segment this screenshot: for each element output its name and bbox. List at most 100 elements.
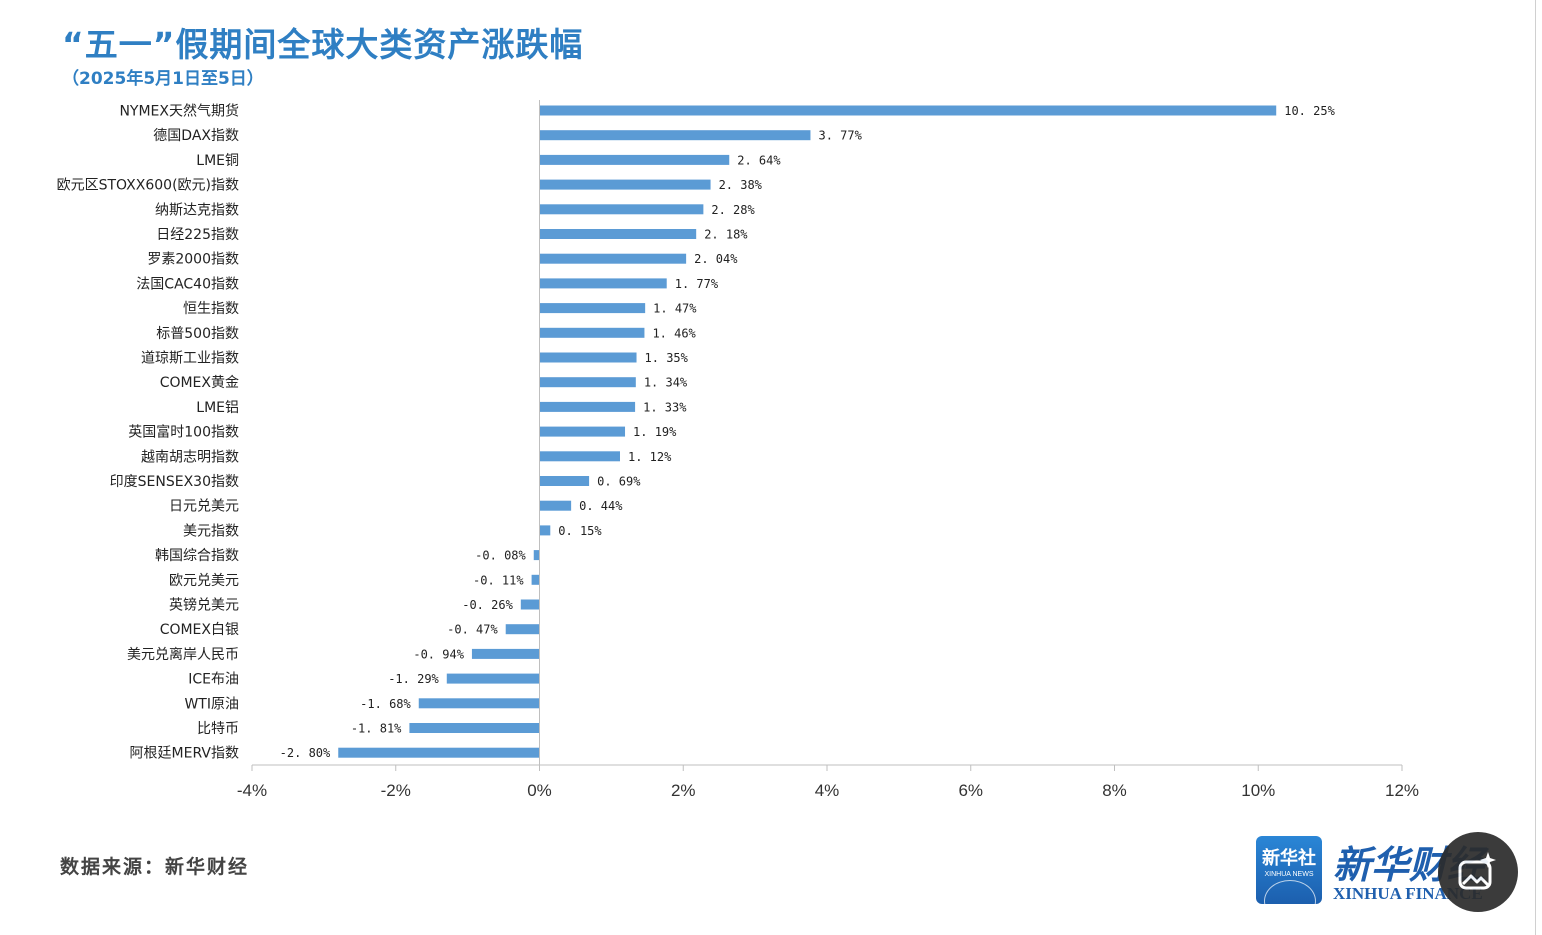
category-label: LME铜: [196, 153, 239, 169]
data-label: 1. 19%: [633, 425, 677, 439]
data-label: -0. 08%: [475, 549, 526, 563]
data-label: -0. 47%: [447, 623, 498, 637]
bar: [505, 624, 540, 635]
bar: [539, 377, 636, 388]
data-label: 3. 77%: [818, 129, 862, 143]
chart-subtitle: （2025年5月1日至5日）: [62, 69, 264, 89]
data-label: 0. 44%: [579, 499, 623, 513]
data-label: 1. 47%: [653, 302, 697, 316]
category-label: WTI原油: [184, 696, 239, 712]
category-label: 法国CAC40指数: [136, 276, 239, 292]
bar: [338, 747, 540, 758]
bars-group: NYMEX天然气期货 10. 25% 德国DAX指数 3. 77% LME铜 2. 64%…: [57, 103, 1336, 762]
image-sparkle-icon[interactable]: [1438, 832, 1518, 912]
x-tick-label: 12%: [1385, 781, 1419, 800]
xinhua-news-logo: 新华社 XINHUA NEWS: [1256, 836, 1322, 904]
category-label: ICE布油: [188, 672, 239, 688]
bar: [471, 648, 540, 659]
data-label: -1. 29%: [388, 672, 439, 686]
data-label: 2. 18%: [704, 228, 748, 242]
bar: [539, 476, 590, 486]
category-label: 欧元区STOXX600(欧元)指数: [57, 178, 239, 194]
bar: [539, 525, 551, 536]
category-label: COMEX黄金: [160, 374, 239, 391]
bar: [539, 451, 620, 462]
chart-title: “五一”假期间全球大类资产涨跌幅: [62, 25, 584, 64]
category-label: 阿根廷MERV指数: [130, 746, 239, 762]
category-label: 标普500指数: [156, 326, 239, 342]
data-label: -0. 26%: [462, 598, 513, 612]
bar: [539, 303, 646, 314]
logo-cn-text: 新华社: [1262, 848, 1316, 869]
right-border: [1535, 0, 1536, 935]
bar: [539, 253, 687, 264]
category-label: 韩国综合指数: [155, 548, 239, 564]
category-label: 美元兑离岸人民币: [127, 646, 239, 663]
category-label: 罗素2000指数: [147, 252, 239, 268]
bar: [539, 401, 636, 412]
x-tick-label: 0%: [527, 781, 552, 800]
bar: [409, 723, 540, 733]
data-label: 2. 28%: [711, 203, 755, 217]
data-label: 10. 25%: [1284, 104, 1335, 118]
bar: [446, 673, 540, 684]
bar: [520, 599, 540, 610]
x-axis: -4% -2% 0% 2% 4% 6% 8% 10% 12%: [237, 100, 1419, 800]
bar: [539, 327, 645, 338]
category-label: COMEX白银: [160, 622, 239, 638]
data-label: 0. 69%: [597, 475, 641, 489]
category-label: 道琼斯工业指数: [141, 351, 239, 367]
x-tick-label: 2%: [671, 781, 696, 800]
category-label: 比特币: [197, 721, 239, 737]
bar-chart: NYMEX天然气期货 10. 25% 德国DAX指数 3. 77% LME铜 2. 64%…: [57, 100, 1419, 800]
data-label: 2. 04%: [694, 252, 738, 266]
x-tick-label: 4%: [815, 781, 840, 800]
data-label: 2. 64%: [737, 153, 781, 167]
bar: [539, 179, 711, 190]
data-label: 2. 38%: [719, 178, 763, 192]
category-label: 英国富时100指数: [128, 424, 239, 441]
bar: [539, 130, 811, 141]
bar: [533, 550, 540, 561]
data-label: 1. 33%: [643, 400, 687, 414]
bar: [539, 229, 697, 239]
bar: [539, 278, 667, 289]
category-label: 越南胡志明指数: [141, 449, 239, 465]
x-tick-label: -4%: [237, 781, 267, 800]
data-label: 1. 35%: [645, 351, 689, 365]
bar: [539, 204, 704, 215]
bar: [539, 154, 730, 165]
globe-icon: [1264, 880, 1316, 904]
category-label: 德国DAX指数: [153, 128, 239, 144]
data-label: 1. 77%: [675, 277, 719, 291]
category-label: 英镑兑美元: [169, 597, 239, 614]
data-source-note: 数据来源：新华财经: [60, 856, 250, 878]
category-label: 纳斯达克指数: [155, 202, 239, 218]
data-label: -1. 81%: [351, 722, 402, 736]
category-label: 欧元兑美元: [169, 573, 239, 589]
x-tick-label: 8%: [1102, 781, 1127, 800]
bar: [539, 500, 572, 511]
data-label: -2. 80%: [280, 746, 331, 760]
data-label: -0. 94%: [413, 647, 464, 661]
image-sparkle-glyph: [1458, 852, 1496, 890]
category-label: 印度SENSEX30指数: [110, 474, 239, 490]
data-label: 1. 34%: [644, 376, 688, 390]
data-label: 0. 15%: [558, 524, 602, 538]
bar: [539, 105, 1277, 116]
category-label: 美元指数: [183, 523, 239, 539]
data-label: 1. 12%: [628, 450, 672, 464]
data-label: -0. 11%: [473, 573, 524, 587]
data-label: 1. 46%: [652, 326, 696, 340]
logo-en-text: XINHUA NEWS: [1264, 871, 1314, 878]
bar: [539, 352, 637, 363]
x-tick-label: 6%: [958, 781, 983, 800]
bar: [539, 426, 626, 437]
category-label: 日元兑美元: [169, 499, 239, 515]
category-label: LME铝: [196, 400, 239, 416]
category-label: 恒生指数: [183, 301, 239, 317]
x-tick-label: 10%: [1241, 781, 1275, 800]
category-label: NYMEX天然气期货: [119, 103, 239, 120]
x-tick-label: -2%: [381, 781, 411, 800]
bar: [418, 698, 540, 709]
